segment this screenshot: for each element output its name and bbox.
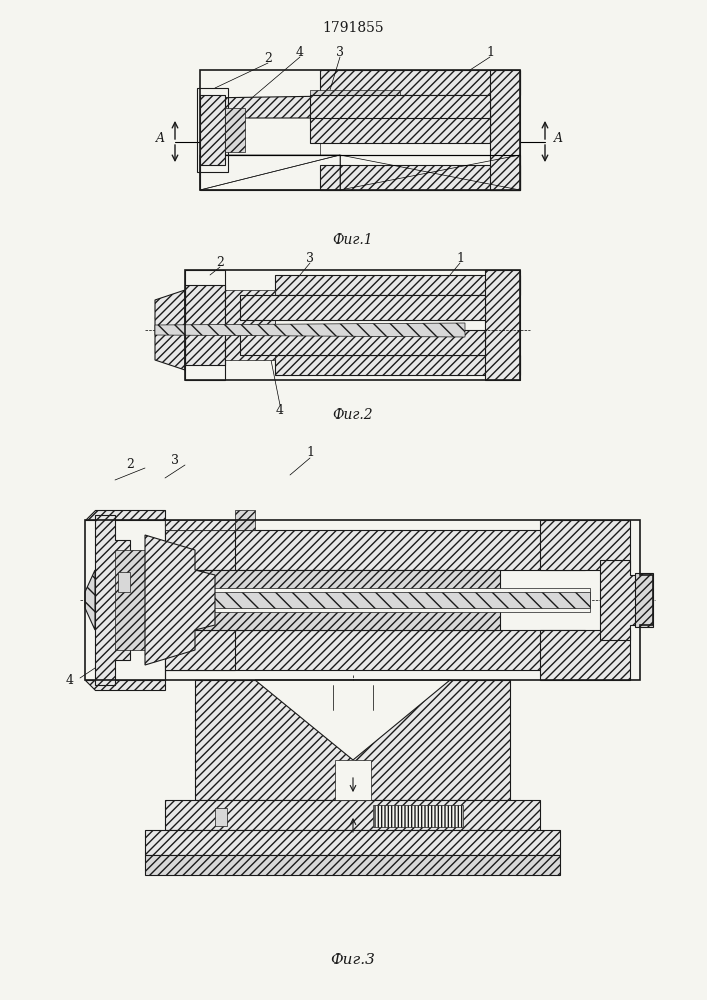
Text: 4: 4 bbox=[276, 403, 284, 416]
Polygon shape bbox=[85, 570, 95, 630]
Polygon shape bbox=[145, 535, 215, 665]
Bar bbox=[235, 510, 255, 530]
Bar bbox=[197, 88, 228, 172]
Text: 3: 3 bbox=[171, 454, 179, 466]
Text: A: A bbox=[156, 131, 165, 144]
Text: 2: 2 bbox=[126, 458, 134, 472]
Bar bbox=[165, 570, 500, 600]
Text: 3: 3 bbox=[336, 45, 344, 58]
Polygon shape bbox=[240, 330, 485, 355]
Text: 4: 4 bbox=[296, 45, 304, 58]
Polygon shape bbox=[600, 560, 640, 640]
Bar bbox=[165, 600, 500, 630]
Text: 2: 2 bbox=[216, 255, 224, 268]
Polygon shape bbox=[85, 510, 235, 570]
Bar bbox=[145, 830, 560, 855]
Polygon shape bbox=[310, 90, 400, 118]
Bar bbox=[540, 520, 630, 570]
Bar bbox=[165, 800, 540, 830]
Bar bbox=[540, 630, 630, 680]
Bar bbox=[320, 70, 520, 95]
Text: 4: 4 bbox=[66, 674, 74, 686]
Text: 2: 2 bbox=[264, 51, 272, 64]
Bar bbox=[210, 592, 590, 608]
Bar bbox=[165, 520, 235, 530]
Polygon shape bbox=[310, 118, 490, 143]
Bar bbox=[275, 275, 520, 295]
Bar bbox=[320, 95, 490, 165]
Text: 1791855: 1791855 bbox=[322, 21, 384, 35]
Polygon shape bbox=[195, 680, 510, 800]
Bar bbox=[145, 855, 560, 875]
Bar bbox=[215, 808, 227, 826]
Bar bbox=[275, 295, 485, 355]
Text: A: A bbox=[554, 131, 563, 144]
Bar bbox=[225, 108, 245, 152]
Polygon shape bbox=[155, 323, 465, 337]
Bar bbox=[635, 573, 653, 627]
Bar bbox=[485, 270, 520, 380]
Text: 1: 1 bbox=[306, 446, 314, 460]
Text: Фиг.3: Фиг.3 bbox=[331, 953, 375, 967]
Bar bbox=[185, 270, 225, 380]
Polygon shape bbox=[310, 95, 490, 120]
Polygon shape bbox=[155, 290, 185, 370]
Polygon shape bbox=[95, 515, 130, 685]
Bar bbox=[335, 760, 371, 800]
Text: Фиг.1: Фиг.1 bbox=[333, 233, 373, 247]
Bar bbox=[490, 70, 520, 190]
Polygon shape bbox=[85, 630, 235, 690]
Bar bbox=[118, 572, 130, 592]
Bar bbox=[165, 530, 585, 570]
Bar bbox=[275, 355, 520, 375]
Bar bbox=[225, 290, 275, 360]
Bar bbox=[210, 588, 590, 612]
Text: Фиг.2: Фиг.2 bbox=[333, 408, 373, 422]
Polygon shape bbox=[200, 155, 520, 190]
Text: 1: 1 bbox=[486, 45, 494, 58]
Bar bbox=[115, 550, 145, 650]
Bar bbox=[185, 285, 225, 365]
Polygon shape bbox=[255, 680, 450, 760]
Polygon shape bbox=[203, 95, 400, 118]
Bar bbox=[320, 165, 520, 190]
Bar bbox=[165, 630, 585, 670]
Bar bbox=[373, 805, 463, 827]
Text: 1: 1 bbox=[456, 251, 464, 264]
Bar bbox=[200, 95, 225, 165]
Polygon shape bbox=[240, 295, 485, 320]
Text: 3: 3 bbox=[306, 251, 314, 264]
